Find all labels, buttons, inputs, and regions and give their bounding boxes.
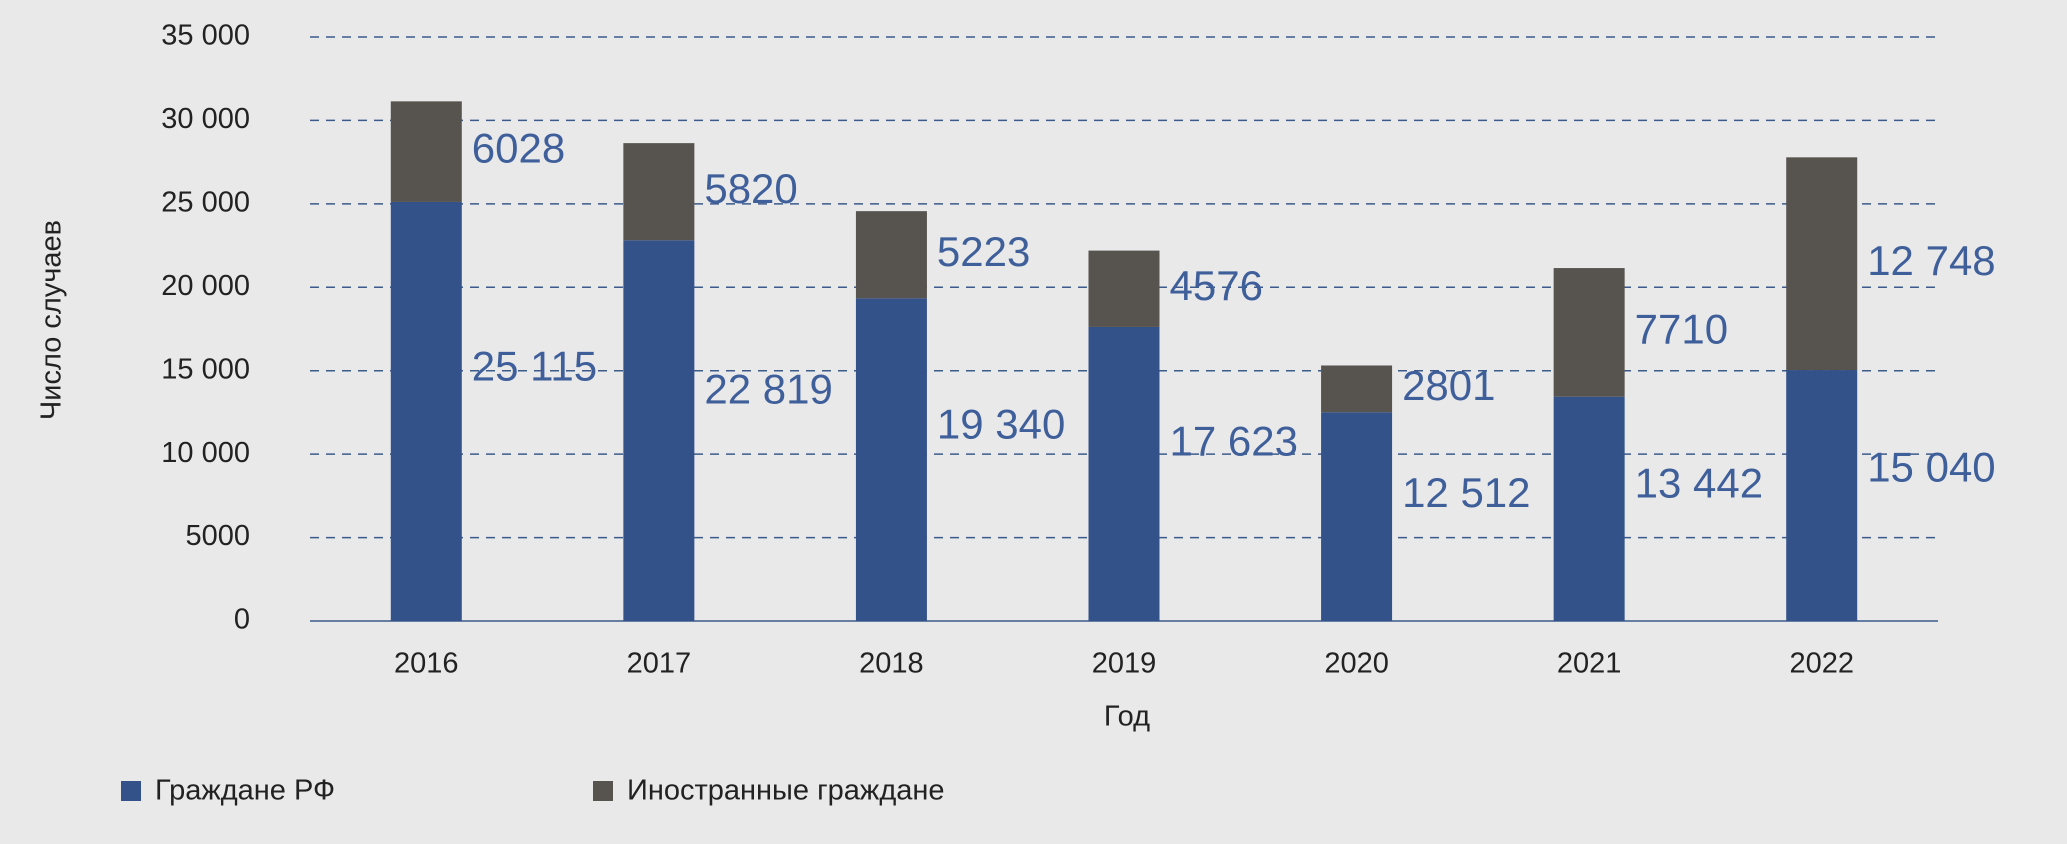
bar-segment: [1786, 370, 1858, 621]
y-tick-label: 15 000: [161, 353, 250, 385]
x-axis-title: Год: [1104, 701, 1150, 733]
bar-segment: [1321, 412, 1393, 621]
bar-segment: [1088, 250, 1160, 327]
x-tick-label: 2018: [859, 648, 924, 680]
data-label: 7710: [1635, 305, 1728, 352]
data-label: 4576: [1170, 262, 1263, 309]
bar-segment: [390, 101, 462, 202]
data-label: 2801: [1402, 362, 1495, 409]
x-tick-label: 2019: [1092, 648, 1157, 680]
bar-segment: [1088, 326, 1160, 621]
y-tick-label: 5000: [185, 520, 250, 552]
data-label: 12 512: [1402, 469, 1530, 516]
bar-segment: [1553, 396, 1625, 621]
data-label: 25 115: [472, 343, 597, 390]
data-label: 15 040: [1867, 444, 1995, 491]
bar-segment: [623, 143, 695, 241]
data-label: 13 442: [1635, 460, 1763, 507]
bar-segment: [1321, 365, 1393, 413]
legend-label: Граждане РФ: [155, 775, 335, 807]
bar-segment: [623, 240, 695, 621]
y-tick-label: 10 000: [161, 437, 250, 469]
data-label: 5820: [704, 165, 797, 212]
bar-segment: [390, 201, 462, 621]
bar-segment: [855, 211, 927, 299]
y-tick-label: 30 000: [161, 103, 250, 135]
y-tick-label: 35 000: [161, 20, 250, 52]
data-label: 17 623: [1170, 418, 1298, 465]
bar-segment: [1786, 157, 1858, 371]
bar-segment: [855, 298, 927, 621]
y-tick-label: 25 000: [161, 187, 250, 219]
legend-swatch: [593, 781, 613, 801]
data-label: 12 748: [1867, 237, 1995, 284]
x-tick-label: 2017: [627, 648, 692, 680]
data-label: 6028: [472, 125, 565, 172]
x-tick-label: 2021: [1557, 648, 1622, 680]
bar-segment: [1553, 268, 1625, 397]
data-label: 22 819: [704, 366, 832, 413]
y-tick-label: 20 000: [161, 270, 250, 302]
data-label: 19 340: [937, 400, 1065, 447]
x-tick-label: 2020: [1324, 648, 1389, 680]
x-tick-label: 2022: [1789, 648, 1854, 680]
data-label: 5223: [937, 228, 1030, 275]
legend-swatch: [121, 781, 141, 801]
y-axis-title: Число случаев: [36, 220, 68, 420]
x-tick-label: 2016: [394, 648, 459, 680]
legend-label: Иностранные граждане: [627, 775, 945, 807]
y-tick-label: 0: [234, 604, 250, 636]
